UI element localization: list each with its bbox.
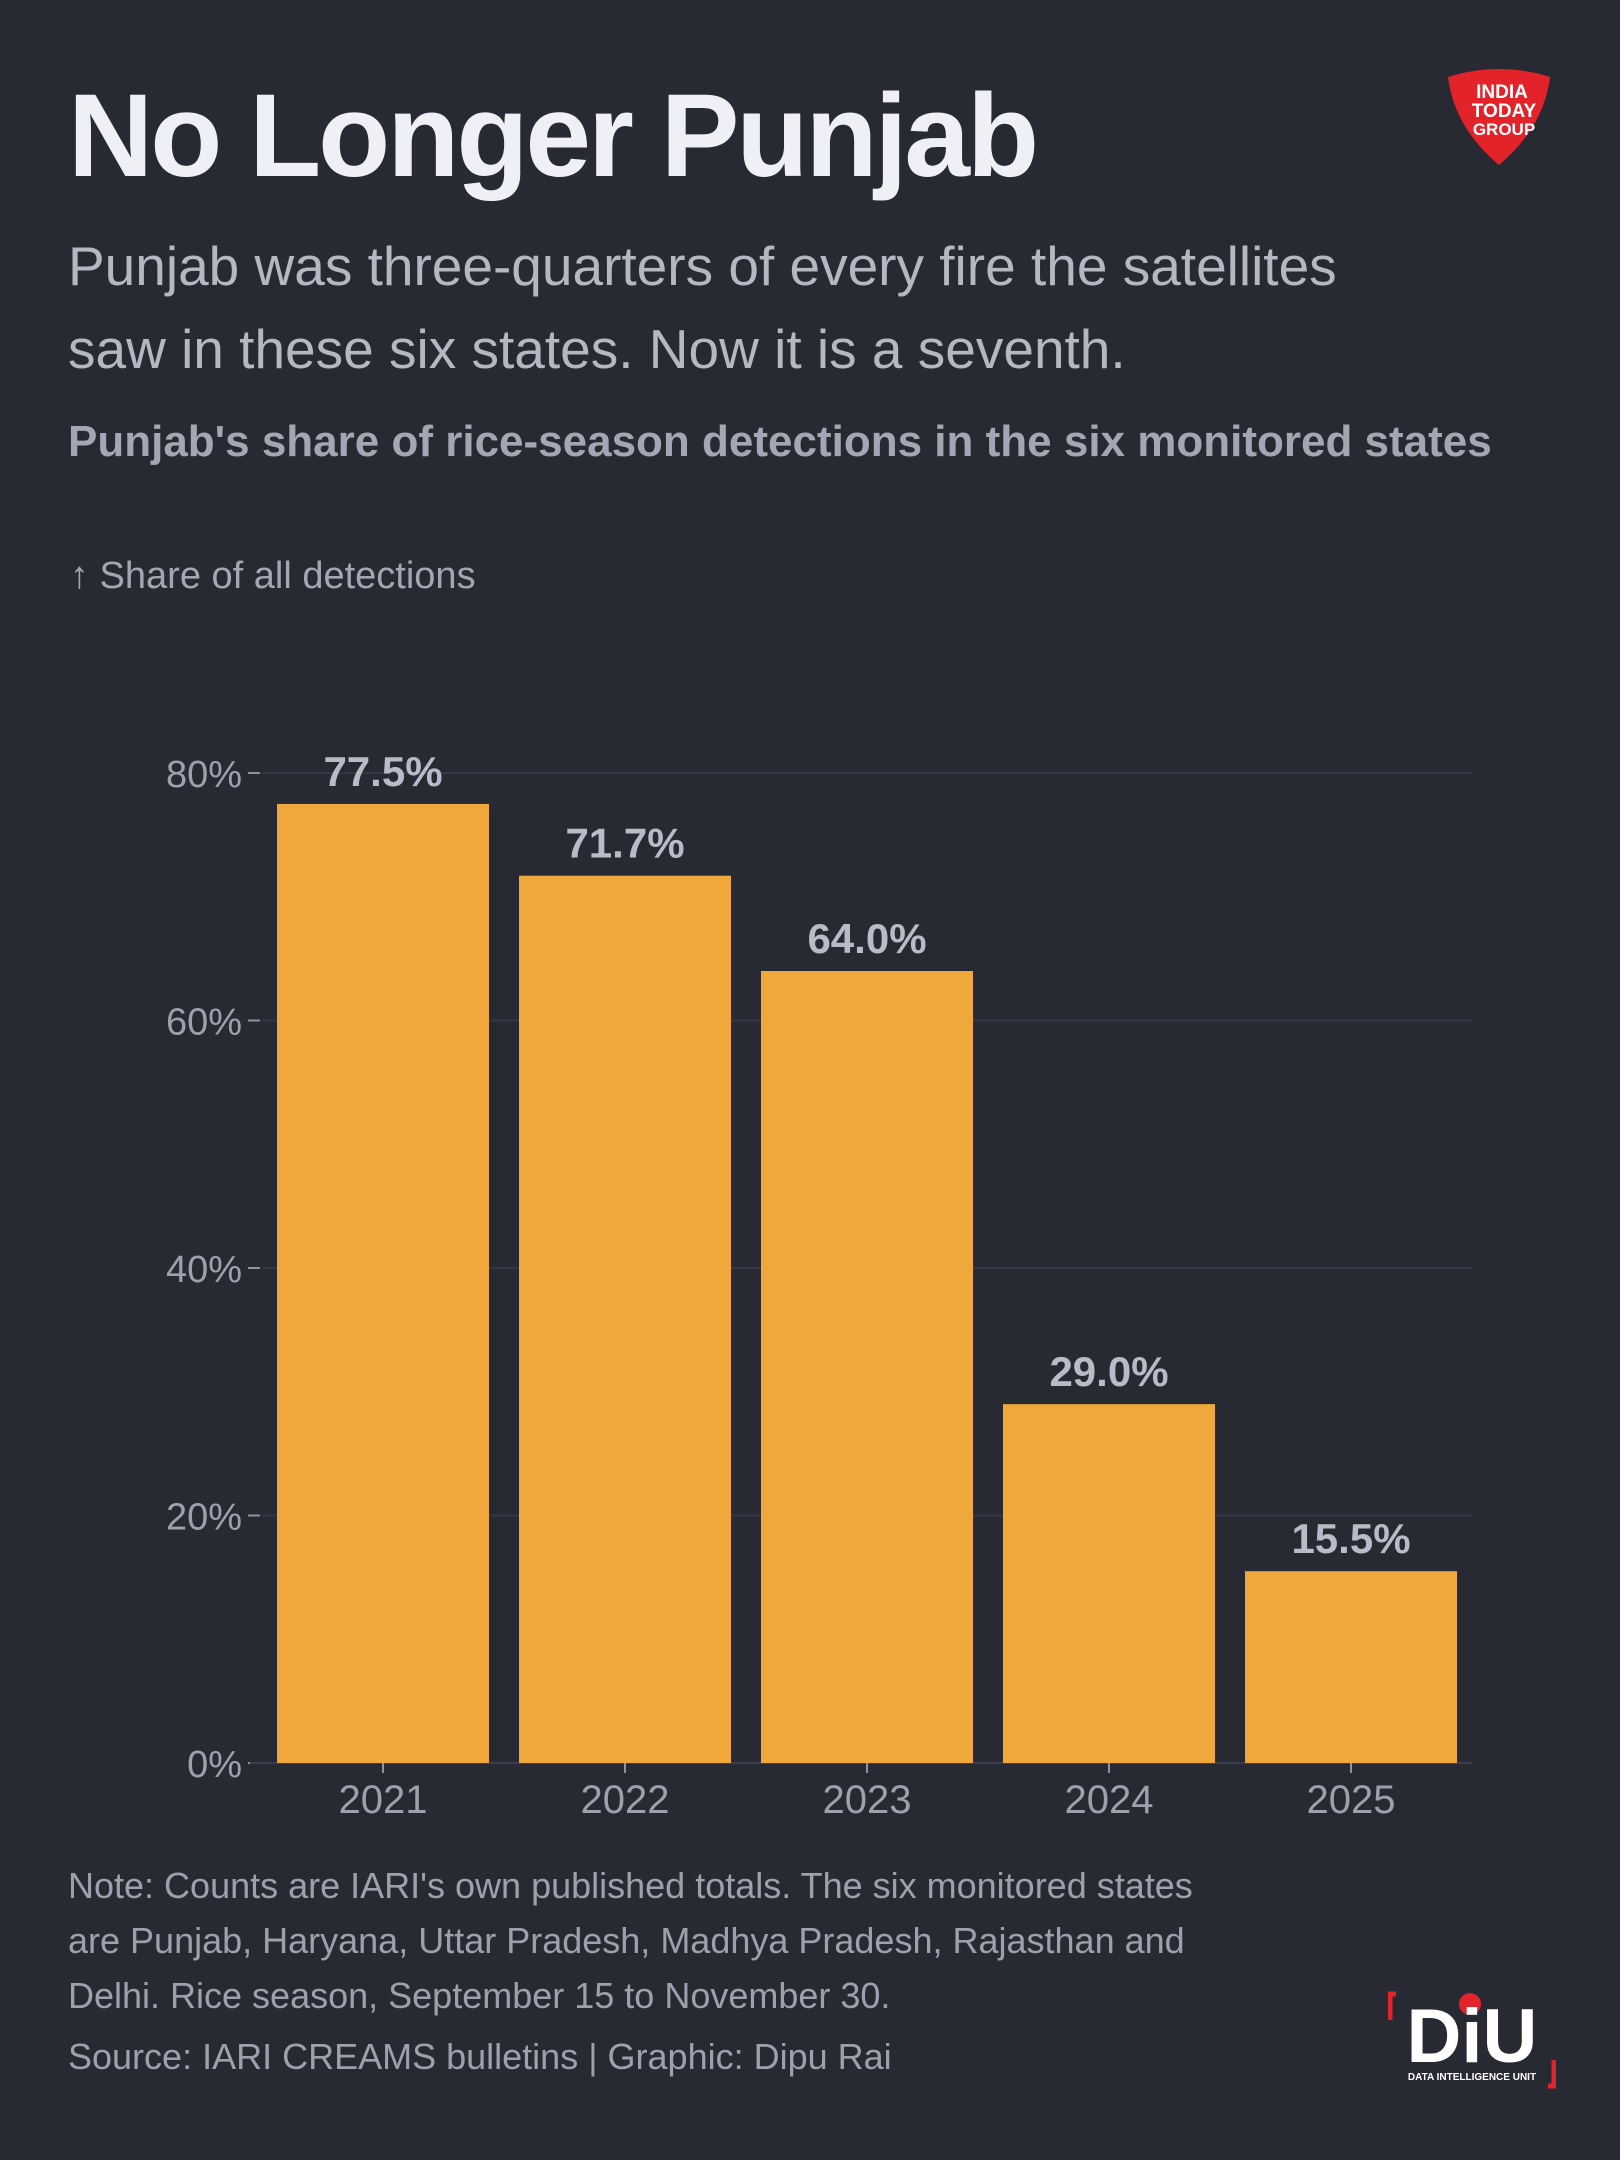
note-line-1: Note: Counts are IARI's own published to… xyxy=(68,1865,1193,1906)
y-tick-label: 0% xyxy=(187,1744,242,1786)
x-tick-label-2021: 2021 xyxy=(339,1778,428,1822)
bar-2024 xyxy=(1003,1404,1215,1763)
data-label-2021: 77.5% xyxy=(323,748,442,795)
logo-text-india: INDIA xyxy=(1476,82,1528,103)
diu-wordmark: DiU xyxy=(1407,1994,1538,2079)
y-tick-label: 20% xyxy=(166,1497,242,1539)
diu-tagline: DATA INTELLIGENCE UNIT xyxy=(1408,2072,1536,2083)
data-label-2025: 15.5% xyxy=(1291,1515,1410,1562)
bar-2022 xyxy=(519,875,731,1763)
bar-2025 xyxy=(1245,1571,1457,1763)
diu-logo: DiU DATA INTELLIGENCE UNIT xyxy=(1388,1991,1556,2089)
y-tick-label: 80% xyxy=(166,754,242,796)
page-title: No Longer Punjab xyxy=(68,70,1039,202)
y-tick-label: 40% xyxy=(166,1249,242,1291)
bar-2021 xyxy=(277,803,489,1763)
subtitle: Punjab was three-quarters of every fire … xyxy=(68,225,1518,391)
logo-text-group: GROUP xyxy=(1473,120,1535,139)
y-axis-label: ↑ Share of all detections xyxy=(70,555,476,597)
x-tick-label-2022: 2022 xyxy=(581,1778,670,1822)
x-tick-label-2024: 2024 xyxy=(1065,1778,1154,1822)
x-tick-label-2025: 2025 xyxy=(1307,1778,1396,1822)
data-label-2024: 29.0% xyxy=(1049,1348,1168,1395)
footnote: Note: Counts are IARI's own published to… xyxy=(68,1858,1368,2023)
bar-2023 xyxy=(761,971,973,1763)
subtitle-line-2: saw in these six states. Now it is a sev… xyxy=(68,318,1126,380)
note-line-3: Delhi. Rice season, September 15 to Nove… xyxy=(68,1975,891,2016)
subtitle-line-1: Punjab was three-quarters of every fire … xyxy=(68,235,1337,297)
bar-chart: 0% 20% 40% 60% 80% 77.5% 2021 71.7% 2022 64.0% 202… xyxy=(166,748,1472,1822)
logo-text-today: TODAY xyxy=(1472,101,1537,122)
data-label-2023: 64.0% xyxy=(807,915,926,962)
y-tick-label: 60% xyxy=(166,1002,242,1044)
india-today-logo: INDIA TODAY GROUP xyxy=(1448,69,1550,165)
x-tick-label-2023: 2023 xyxy=(823,1778,912,1822)
note-line-2: are Punjab, Haryana, Uttar Pradesh, Madh… xyxy=(68,1920,1185,1961)
data-label-2022: 71.7% xyxy=(565,820,684,867)
chart-title: Punjab's share of rice-season detections… xyxy=(68,417,1492,466)
source-credit: Source: IARI CREAMS bulletins | Graphic:… xyxy=(68,2036,892,2077)
